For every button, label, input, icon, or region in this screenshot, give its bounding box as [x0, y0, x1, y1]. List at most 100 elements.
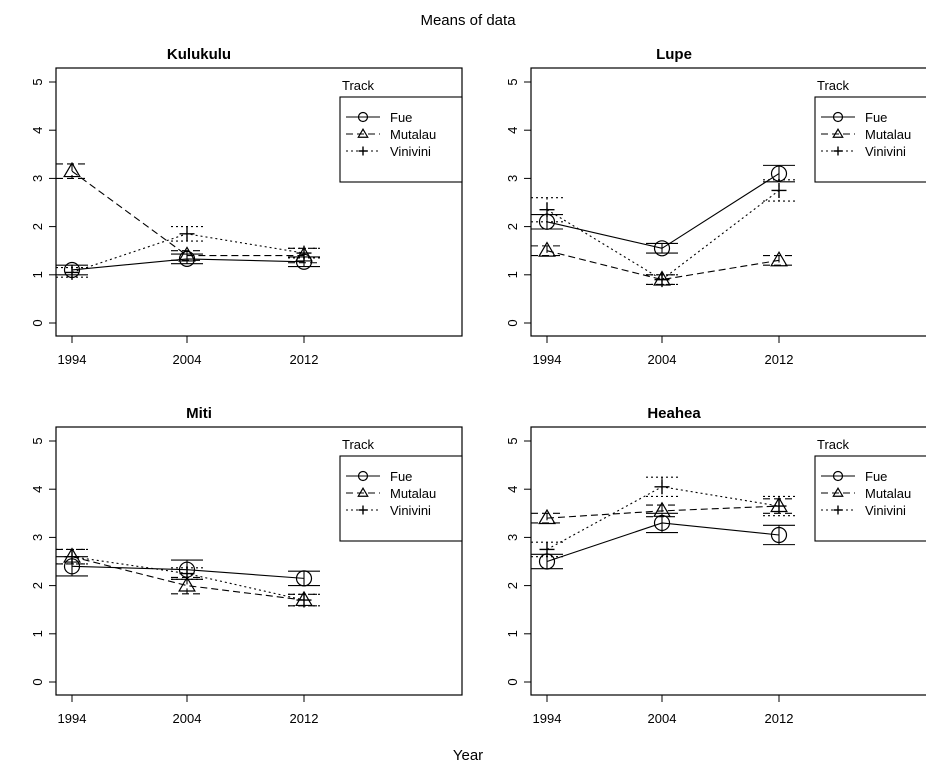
y-tick-label: 5 — [30, 437, 45, 444]
y-tick-label: 1 — [30, 630, 45, 637]
panel-lupe: Lupe 0 1 2 3 4 5 1994 2004 2012 Track Fue Mutalau Vin… — [505, 46, 926, 367]
series-vinivini — [56, 548, 320, 608]
legend-marker — [357, 111, 369, 123]
y-tick-label: 1 — [505, 271, 520, 278]
x-tick-label: 2004 — [648, 352, 677, 367]
series-vinivini — [531, 179, 795, 288]
data-point — [538, 508, 556, 525]
x-tick-label: 1994 — [58, 711, 87, 726]
y-tick-label: 4 — [30, 486, 45, 493]
y-tick-label: 0 — [505, 319, 520, 326]
legend-marker — [832, 486, 844, 497]
x-tick-label: 1994 — [533, 352, 562, 367]
y-tick-label: 4 — [505, 127, 520, 134]
y-tick-label: 0 — [505, 678, 520, 685]
legend-label: Vinivini — [390, 144, 431, 159]
y-tick-label: 3 — [30, 175, 45, 182]
series-line — [546, 173, 780, 249]
legend: Fue Mutalau Vinivini — [814, 96, 926, 183]
panel-title: Miti — [186, 405, 212, 422]
data-point — [295, 246, 313, 262]
panel-title: Lupe — [656, 46, 692, 63]
x-tick-label: 1994 — [58, 352, 87, 367]
data-point — [63, 161, 81, 178]
data-point — [179, 566, 195, 582]
y-tick-label: 2 — [505, 582, 520, 589]
figure-title: Means of data — [420, 12, 516, 29]
series-line — [546, 250, 780, 281]
data-point — [770, 251, 788, 267]
legend-label: Mutalau — [865, 127, 911, 142]
data-point — [771, 182, 787, 198]
y-tick-label: 2 — [30, 582, 45, 589]
plot-frame — [530, 67, 926, 337]
y-tick-label: 3 — [505, 534, 520, 541]
legend-label: Fue — [865, 469, 887, 484]
panel-title: Heahea — [647, 405, 701, 422]
series-line — [71, 170, 304, 257]
y-tick-label: 0 — [30, 319, 45, 326]
data-point — [653, 514, 671, 532]
y-tick-label: 3 — [505, 175, 520, 182]
legend-title: Track — [342, 437, 375, 452]
legend-label: Vinivini — [390, 503, 431, 518]
legend-marker — [833, 505, 843, 515]
legend-label: Fue — [390, 110, 412, 125]
panel-miti: Miti 0 1 2 3 4 5 1994 2004 2012 Track Fue Mutalau Vin… — [30, 405, 463, 726]
data-point — [770, 526, 788, 544]
data-point — [296, 245, 312, 261]
legend-title: Track — [817, 437, 850, 452]
legend-title: Track — [342, 78, 375, 93]
legend-marker — [358, 505, 368, 515]
data-point — [179, 226, 195, 242]
legend-label: Vinivini — [865, 503, 906, 518]
data-point — [64, 549, 80, 565]
legend-label: Mutalau — [390, 127, 436, 142]
y-tick-label: 5 — [30, 78, 45, 85]
legend-marker — [832, 111, 844, 123]
legend-marker — [833, 146, 843, 156]
y-tick-label: 3 — [30, 534, 45, 541]
legend-marker — [832, 127, 844, 138]
data-point — [654, 272, 670, 288]
legend-marker — [357, 470, 369, 482]
y-tick-label: 2 — [505, 223, 520, 230]
legend-box — [814, 455, 926, 542]
legend-box — [814, 96, 926, 183]
data-point — [539, 541, 555, 557]
x-tick-label: 2012 — [290, 711, 319, 726]
series-fue — [531, 512, 795, 570]
legend-label: Mutalau — [390, 486, 436, 501]
y-tick-label: 1 — [30, 271, 45, 278]
legend: Fue Mutalau Vinivini — [814, 455, 926, 542]
x-tick-label: 1994 — [533, 711, 562, 726]
legend-title: Track — [817, 78, 850, 93]
series-line — [71, 556, 305, 601]
data-point — [178, 576, 196, 592]
series-vinivini — [531, 476, 795, 558]
legend-label: Vinivini — [865, 144, 906, 159]
series-mutalau — [56, 161, 320, 264]
legend-marker — [358, 146, 368, 156]
data-point — [539, 202, 555, 218]
data-point — [653, 501, 671, 517]
data-point — [653, 240, 671, 257]
legend: Fue Mutalau Vinivini — [339, 455, 463, 542]
legend-label: Mutalau — [865, 486, 911, 501]
legend-marker — [357, 127, 369, 138]
data-point — [295, 570, 313, 587]
x-tick-label: 2012 — [290, 352, 319, 367]
y-tick-label: 0 — [30, 678, 45, 685]
x-tick-label: 2004 — [648, 711, 677, 726]
legend-marker — [832, 470, 844, 482]
x-tick-label: 2004 — [173, 711, 202, 726]
y-tick-label: 4 — [505, 486, 520, 493]
data-point — [178, 246, 196, 262]
x-tick-label: 2012 — [765, 711, 794, 726]
legend-box — [339, 96, 463, 183]
series-mutalau — [56, 547, 320, 607]
plot-frame — [55, 67, 463, 337]
series-line — [546, 522, 780, 563]
